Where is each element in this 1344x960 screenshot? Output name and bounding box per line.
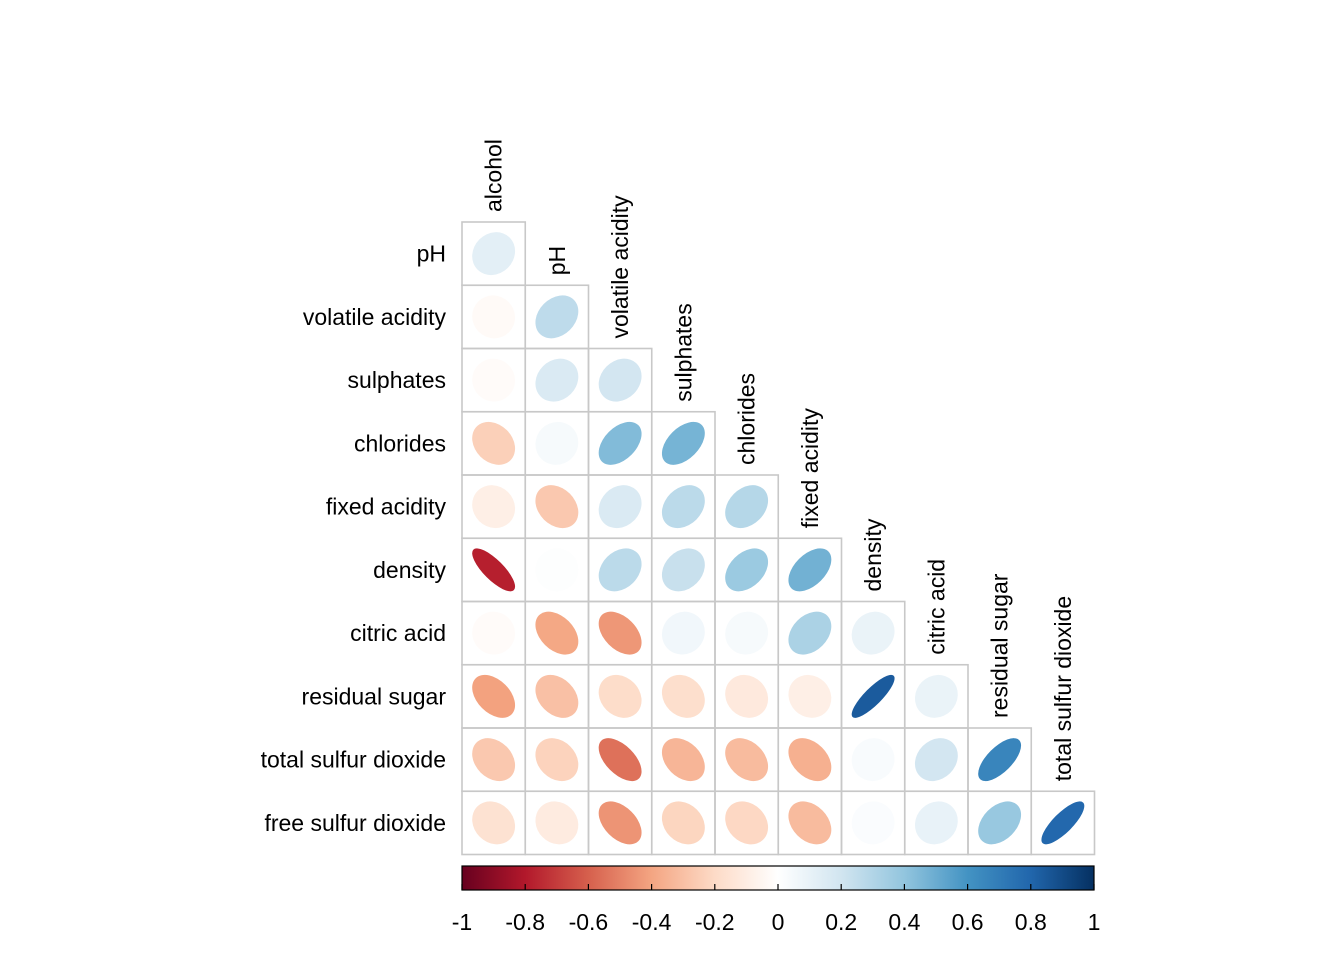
- row-label: sulphates: [348, 367, 446, 393]
- correlation-ellipse: [851, 611, 895, 655]
- correlation-ellipse: [598, 358, 642, 402]
- correlation-ellipse: [725, 548, 769, 592]
- colorbar-tick-label: -0.8: [505, 909, 545, 935]
- correlation-ellipse: [535, 548, 579, 592]
- correlation-ellipse: [472, 232, 516, 276]
- row-labels: pH volatile acidity sulphates chlorides fixe…: [261, 241, 447, 836]
- row-label: chlorides: [354, 430, 446, 456]
- correlation-ellipse: [851, 801, 895, 845]
- correlation-ellipse: [725, 801, 769, 845]
- colorbar-tick-label: 0.6: [952, 909, 984, 935]
- correlation-ellipse: [661, 548, 705, 592]
- correlation-ellipse: [788, 674, 832, 718]
- correlation-ellipse: [535, 611, 579, 655]
- row-label: fixed acidity: [326, 494, 447, 520]
- correlation-ellipse: [788, 548, 832, 592]
- colorbar-tick-label: -1: [452, 909, 472, 935]
- correlation-ellipse: [788, 738, 832, 782]
- correlation-ellipse: [725, 674, 769, 718]
- row-label: total sulfur dioxide: [261, 747, 446, 773]
- correlation-ellipse: [535, 295, 579, 339]
- correlation-ellipse: [598, 674, 642, 718]
- row-label: density: [373, 557, 446, 583]
- colorbar-tick-label: 0: [772, 909, 785, 935]
- correlation-ellipse: [472, 548, 516, 592]
- correlation-ellipse: [978, 738, 1022, 782]
- correlation-ellipse: [598, 801, 642, 845]
- correlation-ellipse: [788, 611, 832, 655]
- correlation-ellipse: [661, 485, 705, 529]
- correlation-ellipse: [535, 674, 579, 718]
- row-label: citric acid: [350, 620, 446, 646]
- correlation-ellipse: [472, 421, 516, 465]
- correlation-ellipse: [472, 295, 516, 339]
- correlation-ellipse: [535, 358, 579, 402]
- correlation-ellipse: [472, 738, 516, 782]
- column-label: fixed acidity: [797, 408, 823, 529]
- colorbar: -1 -0.8 -0.6 -0.4 -0.2 0 0.2 0.4 0.6 0.8 1: [452, 865, 1101, 935]
- colorbar-tick-label: 1: [1088, 909, 1101, 935]
- correlation-ellipse: [914, 674, 958, 718]
- colorbar-tick-label: -0.2: [695, 909, 735, 935]
- column-label: sulphates: [670, 303, 696, 401]
- grid-lines: [461, 221, 1096, 856]
- colorbar-tick-label: 0.2: [825, 909, 857, 935]
- correlation-ellipse: [535, 801, 579, 845]
- correlation-ellipse: [914, 738, 958, 782]
- correlation-ellipse: [472, 801, 516, 845]
- column-labels: alcohol pH volatile acidity sulphates chlori…: [481, 139, 1076, 781]
- row-label: residual sugar: [302, 683, 447, 709]
- correlation-ellipse: [472, 674, 516, 718]
- correlation-ellipse: [788, 801, 832, 845]
- correlation-ellipse: [472, 485, 516, 529]
- colorbar-tick-label: 0.8: [1015, 909, 1047, 935]
- colorbar-tick-label: -0.6: [569, 909, 609, 935]
- column-label: volatile acidity: [607, 195, 633, 339]
- correlation-ellipse: [535, 738, 579, 782]
- correlation-ellipse: [725, 738, 769, 782]
- column-label: pH: [544, 246, 570, 275]
- correlation-ellipse: [598, 421, 642, 465]
- correlation-ellipse: [598, 548, 642, 592]
- correlation-ellipse: [914, 801, 958, 845]
- column-label: chlorides: [734, 373, 760, 465]
- column-label: residual sugar: [987, 573, 1013, 718]
- grid-cell: [1030, 790, 1096, 856]
- correlation-ellipse: [725, 611, 769, 655]
- colorbar-tick-label: 0.4: [888, 909, 920, 935]
- row-label: free sulfur dioxide: [264, 810, 446, 836]
- correlation-cells: [472, 232, 1085, 845]
- column-label: alcohol: [481, 139, 507, 212]
- correlation-ellipse: [535, 485, 579, 529]
- correlation-ellipse: [851, 738, 895, 782]
- column-label: citric acid: [923, 559, 949, 655]
- correlation-ellipse: [661, 674, 705, 718]
- correlation-ellipse: [661, 738, 705, 782]
- correlation-ellipse: [661, 611, 705, 655]
- row-label: pH: [417, 241, 446, 267]
- row-label: volatile acidity: [303, 304, 447, 330]
- correlation-ellipse: [661, 421, 705, 465]
- colorbar-ticks: -1 -0.8 -0.6 -0.4 -0.2 0 0.2 0.4 0.6 0.8 1: [452, 884, 1101, 935]
- correlation-ellipse: [851, 674, 895, 718]
- colorbar-tick-label: -0.4: [632, 909, 672, 935]
- correlation-ellipse: [598, 738, 642, 782]
- correlation-ellipse: [978, 801, 1022, 845]
- column-label: density: [860, 518, 886, 591]
- correlation-ellipse: [725, 485, 769, 529]
- correlation-ellipse: [661, 801, 705, 845]
- column-label: total sulfur dioxide: [1050, 596, 1076, 781]
- correlation-ellipse: [535, 421, 579, 465]
- correlation-ellipse: [598, 485, 642, 529]
- correlation-ellipse: [472, 358, 516, 402]
- correlation-ellipse: [1041, 801, 1085, 845]
- correlation-ellipse: [472, 611, 516, 655]
- correlation-ellipse: [598, 611, 642, 655]
